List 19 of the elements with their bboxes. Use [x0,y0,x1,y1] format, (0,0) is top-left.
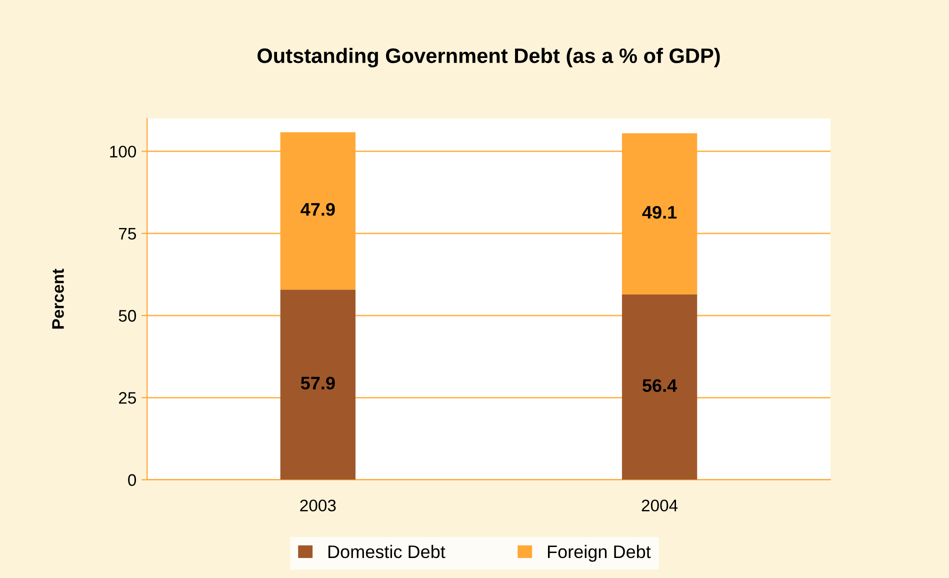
bar [280,132,356,290]
data-label: 57.9 [300,376,335,390]
y-tick-label: 50 [118,310,136,322]
legend-label: Domestic Debt [328,544,446,558]
legend-label: Foreign Debt [548,544,651,562]
y-tick-label: 25 [118,392,136,404]
y-tick-label: 75 [118,228,136,240]
x-tick-label: 2004 [642,500,678,512]
y-axis-title: Percent [52,268,64,329]
y-tick-label: 0 [128,474,136,486]
x-tick-label: 2003 [300,500,336,512]
bar [280,290,356,480]
chart-title: Outstanding Government Debt (as a % of GDP) [258,48,720,68]
data-label: 49.1 [642,206,677,219]
bar [622,133,698,295]
data-label: 47.9 [300,203,335,216]
y-tick-label: 100 [110,146,136,158]
data-label: 56.4 [642,379,678,392]
bar [622,294,698,480]
